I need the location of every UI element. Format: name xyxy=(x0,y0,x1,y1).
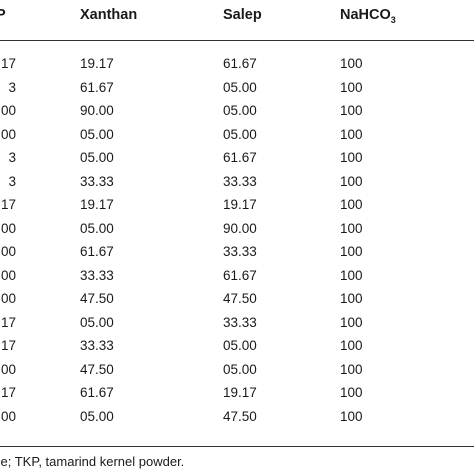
cell-salep: 19.17 xyxy=(223,197,257,212)
table-header: P Xanthan Salep NaHCO3 xyxy=(0,0,474,40)
cell-tkp: 00 xyxy=(0,103,16,118)
cell-nahco3: 100 xyxy=(340,56,363,71)
cell-nahco3: 100 xyxy=(340,338,363,353)
cell-salep: 61.67 xyxy=(223,150,257,165)
table-row: 00 47.50 05.00 100 xyxy=(0,358,474,382)
cell-xanthan: 33.33 xyxy=(80,338,114,353)
cell-tkp: 00 xyxy=(0,244,16,259)
cell-nahco3: 100 xyxy=(340,291,363,306)
cell-tkp: 00 xyxy=(0,220,16,236)
table-row: 17 05.00 33.33 100 xyxy=(0,311,474,335)
cell-xanthan: 33.33 xyxy=(80,267,114,283)
cell-xanthan: 47.50 xyxy=(80,361,114,377)
cell-xanthan: 05.00 xyxy=(80,408,114,424)
table-row: 17 19.17 61.67 100 xyxy=(0,52,474,76)
cell-tkp: 3 xyxy=(8,173,16,189)
table-row: 00 90.00 05.00 100 xyxy=(0,99,474,123)
cell-salep: 05.00 xyxy=(223,126,257,142)
header-col-nahco3: NaHCO3 xyxy=(340,0,396,40)
cell-salep: 61.67 xyxy=(223,56,257,71)
cell-nahco3: 100 xyxy=(340,150,363,165)
table-row: 00 05.00 47.50 100 xyxy=(0,405,474,429)
cell-nahco3: 100 xyxy=(340,244,363,259)
cell-salep: 90.00 xyxy=(223,220,257,236)
cell-tkp: 3 xyxy=(8,79,16,95)
cell-tkp: 00 xyxy=(0,361,16,377)
cell-tkp: 17 xyxy=(0,197,16,212)
cell-nahco3: 100 xyxy=(340,103,363,118)
cell-xanthan: 61.67 xyxy=(80,244,114,259)
cell-salep: 33.33 xyxy=(223,244,257,259)
table-row: 00 05.00 90.00 100 xyxy=(0,217,474,241)
cell-xanthan: 61.67 xyxy=(80,79,114,95)
cell-nahco3: 100 xyxy=(340,408,363,424)
cell-salep: 05.00 xyxy=(223,338,257,353)
cell-xanthan: 19.17 xyxy=(80,197,114,212)
cell-nahco3: 100 xyxy=(340,361,363,377)
cell-nahco3: 100 xyxy=(340,314,363,330)
header-col-xanthan: Xanthan xyxy=(80,7,138,23)
cell-salep: 47.50 xyxy=(223,291,257,306)
cell-tkp: 00 xyxy=(0,291,16,306)
nahco3-label: NaHCO xyxy=(340,7,391,23)
cell-tkp: 00 xyxy=(0,408,16,424)
table-row: 00 05.00 05.00 100 xyxy=(0,123,474,147)
cell-xanthan: 05.00 xyxy=(80,314,114,330)
cell-xanthan: 90.00 xyxy=(80,103,114,118)
table-body: 17 19.17 61.67 100 3 61.67 05.00 100 00 90.00 05.0… xyxy=(0,52,474,428)
nahco3-subscript: 3 xyxy=(390,15,396,25)
cell-salep: 33.33 xyxy=(223,173,257,189)
cell-tkp: 00 xyxy=(0,126,16,142)
table-row: 00 33.33 61.67 100 xyxy=(0,264,474,288)
table-row: 00 47.50 47.50 100 xyxy=(0,287,474,311)
cell-xanthan: 61.67 xyxy=(80,385,114,400)
cell-xanthan: 05.00 xyxy=(80,220,114,236)
cell-xanthan: 33.33 xyxy=(80,173,114,189)
cell-nahco3: 100 xyxy=(340,220,363,236)
cell-tkp: 17 xyxy=(0,56,16,71)
cell-xanthan: 05.00 xyxy=(80,126,114,142)
cell-tkp: 3 xyxy=(8,150,16,165)
table-row: 3 33.33 33.33 100 xyxy=(0,170,474,194)
cell-nahco3: 100 xyxy=(340,267,363,283)
cell-tkp: 17 xyxy=(0,338,16,353)
cell-nahco3: 100 xyxy=(340,197,363,212)
cell-nahco3: 100 xyxy=(340,79,363,95)
header-col-salep: Salep xyxy=(223,7,262,23)
cell-salep: 19.17 xyxy=(223,385,257,400)
header-col-tkp: P xyxy=(0,7,6,23)
cell-salep: 05.00 xyxy=(223,103,257,118)
cell-nahco3: 100 xyxy=(340,385,363,400)
cell-xanthan: 05.00 xyxy=(80,150,114,165)
cell-salep: 61.67 xyxy=(223,267,257,283)
table-row: 3 61.67 05.00 100 xyxy=(0,76,474,100)
cell-salep: 05.00 xyxy=(223,79,257,95)
cell-nahco3: 100 xyxy=(340,126,363,142)
table-row: 17 19.17 19.17 100 xyxy=(0,193,474,217)
cell-salep: 05.00 xyxy=(223,361,257,377)
cell-xanthan: 19.17 xyxy=(80,56,114,71)
header-rule xyxy=(0,40,474,41)
table-row: 17 33.33 05.00 100 xyxy=(0,334,474,358)
cell-nahco3: 100 xyxy=(340,173,363,189)
cell-salep: 33.33 xyxy=(223,314,257,330)
table-row: 3 05.00 61.67 100 xyxy=(0,146,474,170)
bottom-rule xyxy=(0,446,474,447)
table-footnote: ce; TKP, tamarind kernel powder. xyxy=(0,454,185,469)
cell-tkp: 17 xyxy=(0,385,16,400)
table-row: 00 61.67 33.33 100 xyxy=(0,240,474,264)
cell-tkp: 17 xyxy=(0,314,16,330)
cell-xanthan: 47.50 xyxy=(80,291,114,306)
table-row: 17 61.67 19.17 100 xyxy=(0,381,474,405)
cell-salep: 47.50 xyxy=(223,408,257,424)
cell-tkp: 00 xyxy=(0,267,16,283)
